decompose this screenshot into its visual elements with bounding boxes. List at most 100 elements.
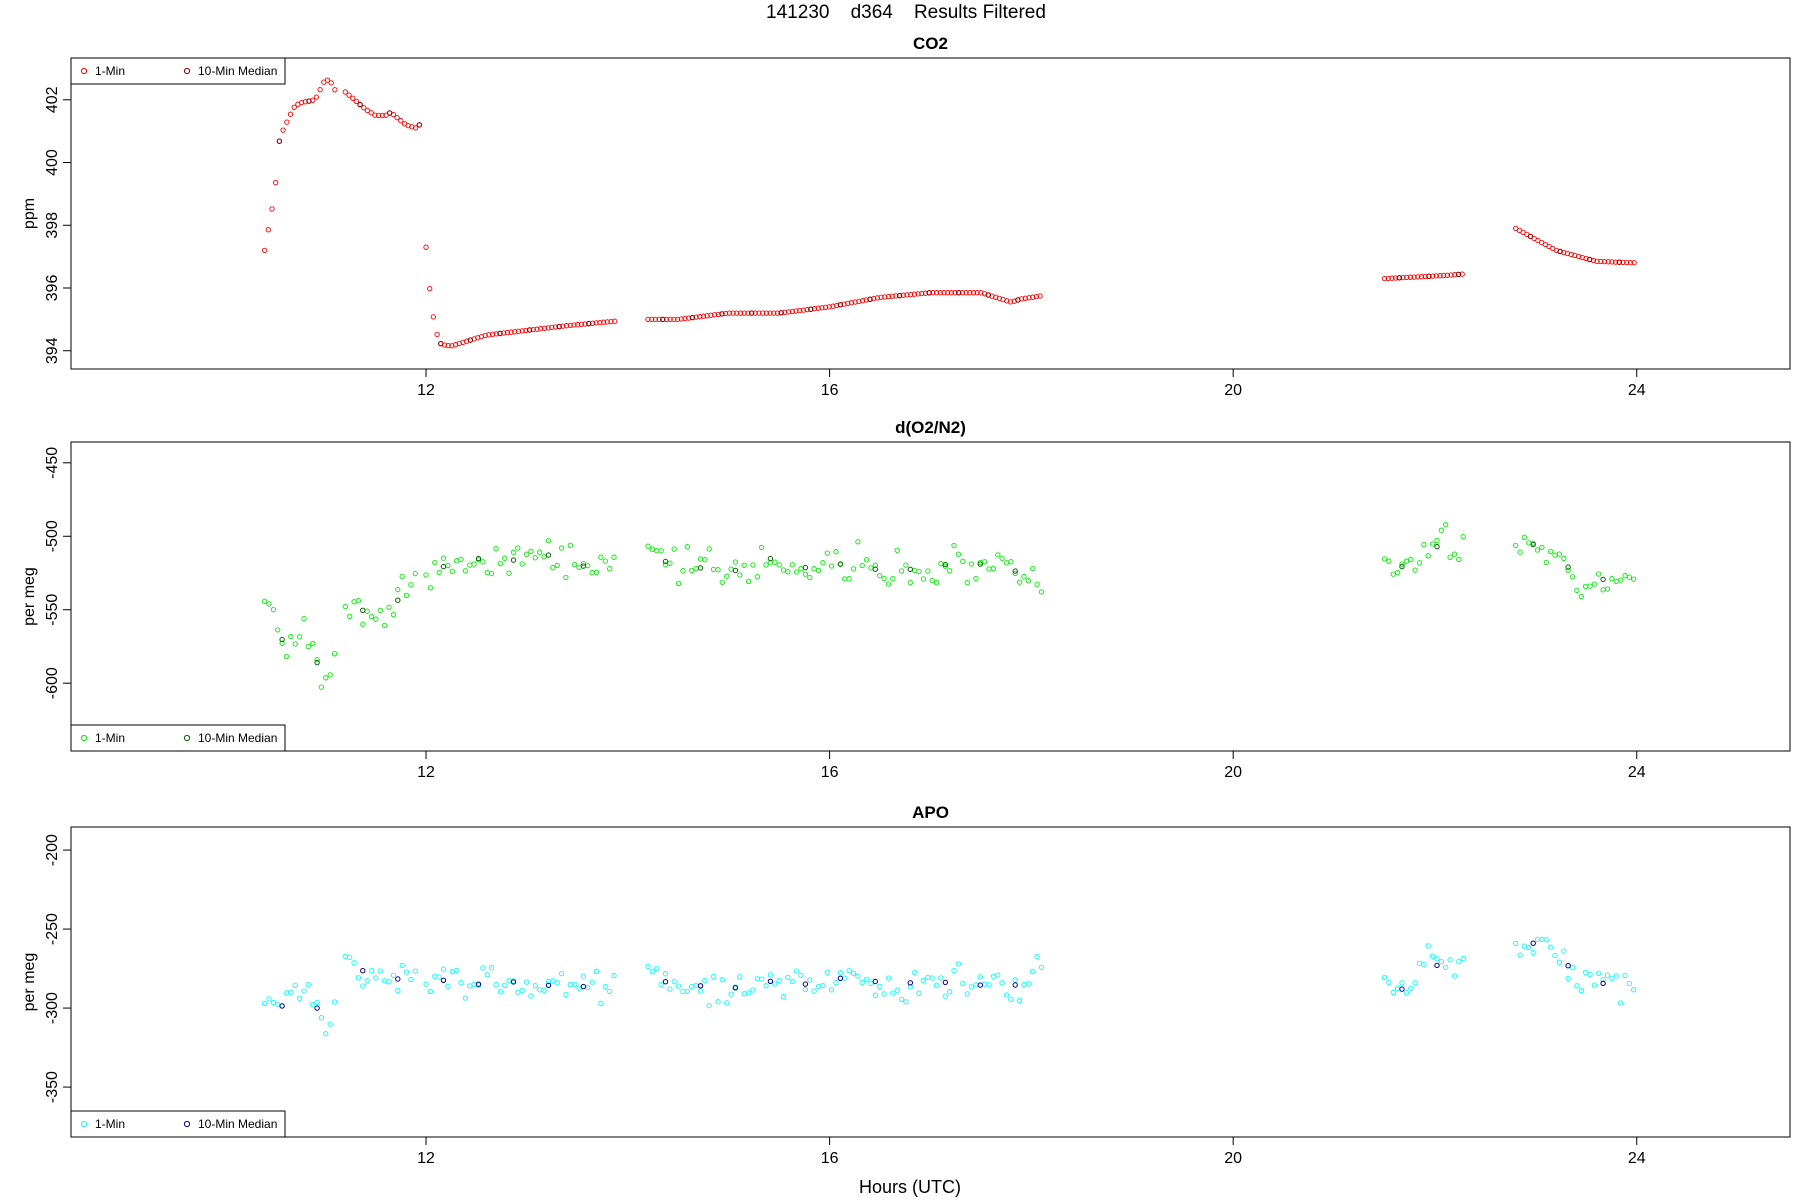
data-point — [907, 579, 913, 586]
data-point — [314, 657, 320, 663]
data-point — [697, 314, 703, 320]
data-point — [572, 561, 578, 568]
data-point — [528, 993, 534, 999]
data-point — [1403, 558, 1410, 564]
data-point — [1425, 553, 1431, 559]
y-tick-label: -600 — [44, 667, 61, 699]
data-point — [1437, 273, 1443, 279]
data-point — [1416, 960, 1423, 967]
data-point — [877, 572, 883, 579]
data-point — [960, 980, 966, 987]
data-point — [759, 544, 765, 551]
median-point — [545, 982, 552, 988]
median-point — [1557, 248, 1563, 255]
median-point — [526, 327, 533, 333]
data-point — [848, 300, 855, 306]
data-point — [445, 342, 451, 349]
data-point — [704, 313, 710, 319]
data-point — [515, 989, 521, 995]
data-point — [877, 983, 883, 990]
data-point — [780, 994, 787, 1000]
data-point — [885, 581, 892, 587]
median-point — [977, 982, 983, 988]
data-point — [1605, 259, 1611, 265]
data-point — [1459, 271, 1465, 277]
data-point — [554, 980, 560, 986]
data-point — [523, 551, 530, 557]
data-point — [697, 556, 704, 562]
data-point — [693, 982, 699, 989]
median-point — [440, 563, 447, 570]
data-point — [1408, 556, 1414, 563]
data-point — [1543, 937, 1549, 943]
data-point — [872, 992, 878, 998]
data-point — [597, 319, 603, 326]
data-point — [1539, 936, 1545, 943]
data-point — [502, 982, 508, 989]
data-point — [440, 966, 447, 972]
data-point — [310, 640, 316, 647]
data-point — [497, 560, 504, 567]
data-point — [1441, 272, 1447, 279]
data-point — [845, 300, 851, 307]
series-10min-median — [279, 541, 1606, 666]
data-point — [412, 570, 418, 577]
data-point — [968, 561, 975, 567]
data-point — [763, 310, 770, 316]
data-point — [974, 290, 980, 296]
median-point — [416, 122, 422, 128]
data-point — [1624, 259, 1630, 266]
data-point — [1443, 964, 1449, 971]
data-point — [323, 675, 329, 681]
median-point — [580, 983, 587, 990]
data-point — [973, 575, 979, 582]
data-point — [265, 227, 271, 233]
data-point — [837, 970, 844, 976]
data-point — [355, 598, 362, 604]
data-point — [1030, 565, 1036, 572]
data-point — [730, 310, 736, 316]
data-point — [649, 316, 655, 323]
data-point — [947, 989, 953, 995]
data-point — [908, 291, 914, 298]
data-point — [266, 996, 272, 1002]
data-point — [741, 991, 747, 997]
x-tick-label: 12 — [417, 382, 435, 399]
data-point — [846, 968, 852, 974]
data-point — [445, 983, 451, 989]
data-point — [782, 309, 788, 316]
data-point — [1534, 936, 1541, 943]
data-point — [925, 974, 931, 981]
median-point — [314, 1005, 320, 1011]
legend-label: 1-Min — [95, 1117, 125, 1131]
data-point — [423, 572, 429, 578]
data-point — [1552, 552, 1558, 558]
data-point — [894, 987, 900, 993]
data-point — [283, 990, 290, 996]
data-point — [649, 546, 656, 552]
data-point — [999, 980, 1005, 986]
data-point — [656, 316, 662, 323]
data-point — [652, 316, 659, 323]
data-point — [1548, 548, 1554, 555]
data-point — [576, 985, 582, 991]
median-point — [545, 552, 552, 558]
median-point — [767, 978, 774, 984]
data-point — [364, 107, 371, 114]
data-point — [1443, 522, 1449, 528]
data-point — [360, 621, 366, 627]
median-point — [942, 979, 948, 986]
data-point — [1569, 964, 1576, 971]
data-point — [1394, 985, 1401, 991]
data-point — [811, 566, 817, 572]
data-point — [537, 549, 543, 555]
y-tick-label: -300 — [44, 992, 61, 1024]
x-tick-label: 20 — [1224, 382, 1242, 399]
data-point — [820, 560, 826, 566]
data-point — [903, 562, 909, 568]
data-point — [1600, 587, 1606, 593]
data-point — [398, 118, 404, 124]
data-point — [537, 987, 543, 993]
data-point — [1627, 260, 1634, 266]
data-point — [280, 127, 286, 133]
